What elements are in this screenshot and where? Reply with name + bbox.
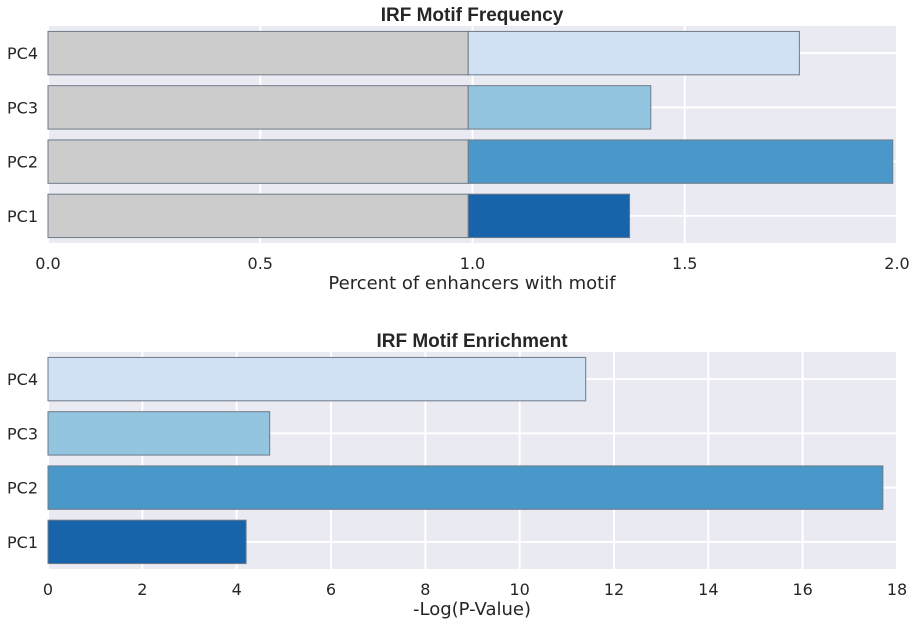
enrichment-x-tick-label: 16 [792,580,812,599]
enrichment-x-tick-label: 6 [326,580,336,599]
enrichment-bar-pc4 [47,356,587,402]
enrichment-chart-title: IRF Motif Enrichment [376,331,568,352]
frequency-bar-pc2-segment-1 [47,139,469,184]
enrichment-bar-pc3 [47,411,271,456]
frequency-x-tick-label: 1.5 [672,254,697,273]
frequency-bar-pc3-segment-2 [467,85,652,130]
enrichment-panel: IRF Motif Enrichment -Log(P-Value) PC4 PC… [7,331,907,620]
frequency-panel: IRF Motif Frequency Percent of enhancers… [7,5,910,294]
frequency-bar-pc4-segment-1 [47,30,469,76]
enrichment-bar-pc2 [47,465,884,510]
enrichment-x-tick-label: 2 [137,580,147,599]
enrichment-bar-pc1 [47,519,247,565]
enrichment-x-axis-label: -Log(P-Value) [413,599,531,620]
frequency-x-tick-label: 1.0 [460,254,485,273]
frequency-bar-pc3-segment-1 [47,85,469,130]
frequency-y-tick-label: PC4 [7,44,38,63]
frequency-bar-pc2-segment-2 [467,139,894,184]
frequency-bar-pc1-segment-1 [47,193,469,239]
frequency-y-tick-label: PC2 [7,153,38,172]
enrichment-x-tick-label: 4 [232,580,242,599]
frequency-x-tick-label: 0.0 [35,254,60,273]
enrichment-x-tick-label: 10 [509,580,529,599]
frequency-chart-title: IRF Motif Frequency [381,5,564,26]
frequency-x-tick-label: 2.0 [884,254,909,273]
enrichment-x-tick-label: 0 [43,580,53,599]
enrichment-y-tick-label: PC3 [7,424,38,443]
frequency-x-axis-label: Percent of enhancers with motif [328,273,616,294]
enrichment-x-tick-label: 18 [887,580,907,599]
frequency-x-tick-label: 0.5 [248,254,273,273]
enrichment-y-tick-label: PC1 [7,533,38,552]
enrichment-x-tick-label: 12 [604,580,624,599]
frequency-y-tick-label: PC3 [7,98,38,117]
enrichment-x-tick-label: 8 [420,580,430,599]
enrichment-y-tick-label: PC2 [7,479,38,498]
enrichment-x-tick-label: 14 [698,580,718,599]
frequency-bar-pc4-segment-2 [467,30,800,76]
frequency-bar-pc1-segment-2 [467,193,631,239]
frequency-y-tick-label: PC1 [7,207,38,226]
enrichment-y-tick-label: PC4 [7,370,38,389]
